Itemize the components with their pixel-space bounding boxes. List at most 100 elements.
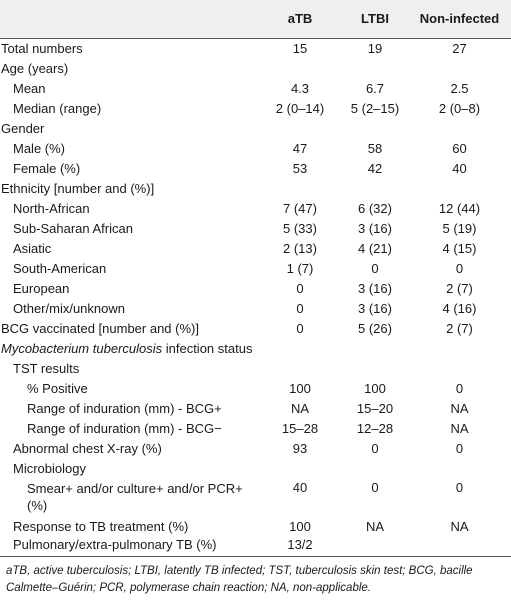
row-label: Ethnicity [number and (%)]: [1, 180, 155, 196]
cell-atb: 15–28: [281, 420, 319, 436]
row-label: Total numbers: [1, 40, 83, 56]
row-label: Age (years): [1, 60, 69, 76]
table-row: Response to TB treatment (%) 100 NA NA: [0, 516, 511, 536]
cell-non-infected: NA: [450, 400, 469, 416]
cell-atb: [258, 178, 342, 198]
cell-atb: 47: [292, 140, 308, 156]
row-label-italic: Mycobacterium tuberculosis: [1, 340, 163, 356]
cell-atb: [258, 338, 342, 358]
cell-ltbi: [342, 358, 408, 378]
row-label: Sub-Saharan African: [13, 220, 133, 236]
table-row: Ethnicity [number and (%)]: [0, 178, 511, 198]
table-row: South-American 1 (7) 0 0: [0, 258, 511, 278]
table-row: Pulmonary/extra-pulmonary TB (%) 13/2: [0, 536, 511, 556]
row-label: South-American: [13, 260, 107, 276]
cell-atb: 100: [289, 518, 311, 534]
cell-ltbi: 0: [371, 480, 379, 495]
cell-atb: 2 (0–14): [275, 100, 325, 116]
cell-non-infected: 4 (16): [442, 300, 477, 316]
cell-ltbi: 0: [371, 440, 379, 456]
row-label: Smear+ and/or culture+ and/or PCR+ (%): [27, 481, 243, 513]
cell-non-infected: [408, 458, 511, 478]
cell-ltbi: 3 (16): [358, 280, 392, 296]
cell-non-infected: 2 (7): [446, 320, 473, 336]
table-container: aTB LTBI Non-infected Total numbers 15 19 2…: [0, 0, 511, 594]
cell-atb: 1 (7): [286, 260, 314, 276]
header-non-infected: Non-infected: [408, 0, 511, 39]
cell-non-infected: 5 (19): [442, 220, 477, 236]
cell-atb: [258, 58, 342, 78]
table-row: Range of induration (mm) - BCG+ NA 15–20 NA: [0, 398, 511, 418]
cell-non-infected: [408, 58, 511, 78]
table-row: North-African 7 (47) 6 (32) 12 (44): [0, 198, 511, 218]
cell-ltbi: 12–28: [356, 420, 394, 436]
cell-non-infected: 2.5: [450, 80, 469, 96]
row-label: Mean: [13, 80, 46, 96]
cell-ltbi: 100: [364, 380, 386, 396]
row-label: Gender: [1, 120, 45, 136]
table-row: % Positive 100 100 0: [0, 378, 511, 398]
cell-atb: [258, 458, 342, 478]
row-label: Asiatic: [13, 240, 52, 256]
cell-non-infected: 12 (44): [438, 200, 481, 216]
cell-ltbi: 19: [367, 40, 383, 56]
header-atb: aTB: [258, 0, 342, 39]
table-row: Sub-Saharan African 5 (33) 3 (16) 5 (19): [0, 218, 511, 238]
table-row: Abnormal chest X-ray (%) 93 0 0: [0, 438, 511, 458]
cell-atb: 0: [296, 280, 304, 296]
row-label: Range of induration (mm) - BCG+: [27, 400, 222, 416]
table-row: Mycobacterium tuberculosis infection sta…: [0, 338, 511, 358]
row-label: % Positive: [27, 380, 88, 396]
table-row: Median (range) 2 (0–14) 5 (2–15) 2 (0–8): [0, 98, 511, 118]
cell-ltbi: NA: [365, 518, 385, 534]
cell-ltbi: 0: [371, 260, 379, 276]
cell-non-infected: [408, 118, 511, 138]
table-row: Gender: [0, 118, 511, 138]
row-label: North-African: [13, 200, 90, 216]
cell-non-infected: NA: [450, 420, 469, 436]
table-row: Total numbers 15 19 27: [0, 38, 511, 58]
cell-non-infected: [408, 358, 511, 378]
table-row: Age (years): [0, 58, 511, 78]
cell-ltbi: 6.7: [365, 80, 385, 96]
cell-non-infected: 27: [452, 40, 467, 56]
row-label: Abnormal chest X-ray (%): [13, 440, 162, 456]
table-row: BCG vaccinated [number and (%)] 0 5 (26) 2 …: [0, 318, 511, 338]
cell-atb: 7 (47): [283, 200, 317, 216]
table-row: Male (%) 47 58 60: [0, 138, 511, 158]
table-footnote: aTB, active tuberculosis; LTBI, latently…: [6, 565, 473, 594]
table-row: Smear+ and/or culture+ and/or PCR+ (%) 40…: [0, 478, 511, 516]
cell-atb: 15: [292, 40, 308, 56]
cell-non-infected: [408, 338, 511, 358]
table-row: TST results: [0, 358, 511, 378]
row-label: Range of induration (mm) - BCG−: [27, 420, 222, 436]
cell-atb: 0: [296, 300, 304, 316]
cell-non-infected: [408, 178, 511, 198]
table-row: Other/mix/unknown 0 3 (16) 4 (16): [0, 298, 511, 318]
header-label-cell: [0, 0, 258, 39]
header-ltbi: LTBI: [342, 0, 408, 39]
cell-non-infected: 4 (15): [442, 240, 477, 256]
cell-atb: 4.3: [290, 80, 310, 96]
row-label: Microbiology: [13, 460, 86, 476]
cell-atb: 5 (33): [283, 220, 317, 236]
cell-atb: 13/2: [287, 536, 313, 552]
table-header-row: aTB LTBI Non-infected: [0, 0, 511, 39]
table-bottom-rule: [0, 556, 511, 557]
row-label-text: infection status: [162, 340, 253, 356]
cell-ltbi: 3 (16): [358, 220, 392, 236]
cell-ltbi: 15–20: [356, 400, 394, 416]
cell-ltbi: [342, 536, 408, 556]
cell-atb: 40: [292, 480, 308, 495]
cell-ltbi: 58: [367, 140, 383, 156]
row-label: BCG vaccinated [number and (%)]: [1, 320, 199, 336]
demographics-table: aTB LTBI Non-infected Total numbers 15 19 2…: [0, 0, 511, 556]
cell-ltbi: 3 (16): [358, 300, 392, 316]
cell-ltbi: 42: [367, 160, 383, 176]
row-label: Median (range): [13, 100, 102, 116]
row-label: Other/mix/unknown: [13, 300, 125, 316]
cell-atb: 2 (13): [283, 240, 317, 256]
cell-atb: NA: [290, 400, 310, 416]
table-row: Asiatic 2 (13) 4 (21) 4 (15): [0, 238, 511, 258]
row-label: Female (%): [13, 160, 81, 176]
